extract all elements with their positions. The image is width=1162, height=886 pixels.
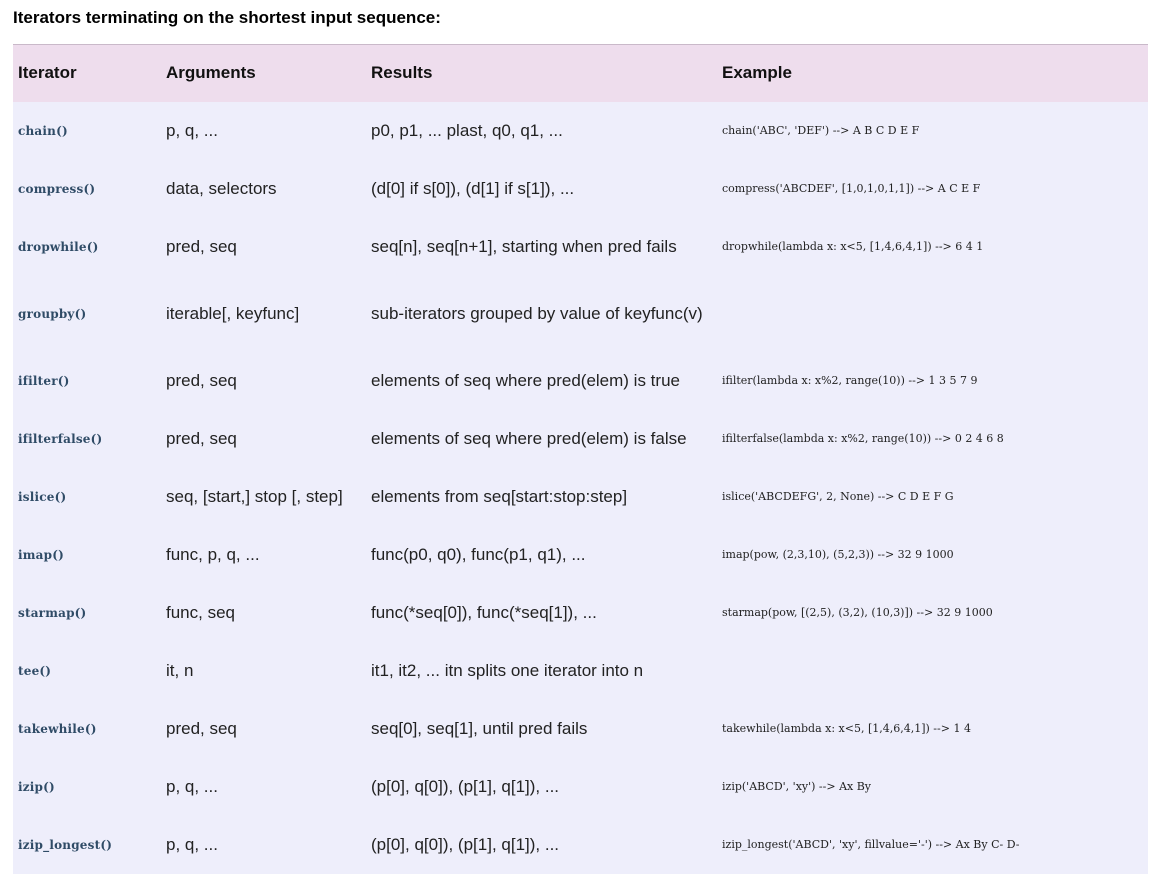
iterator-cell: takewhile() <box>18 721 97 736</box>
header-example: Example <box>717 44 1148 102</box>
results-cell: (d[0] if s[0]), (d[1] if s[1]), ... <box>371 178 575 198</box>
table-row: dropwhile() pred, seq seq[n], seq[n+1], … <box>13 218 1148 276</box>
header-row: Iterator Arguments Results Example <box>13 44 1148 102</box>
table-row: takewhile() pred, seq seq[0], seq[1], un… <box>13 700 1148 758</box>
example-cell: ifilter(lambda x: x%2, range(10)) --> 1 … <box>722 374 978 387</box>
iterator-cell: starmap() <box>18 605 87 620</box>
results-cell: it1, it2, ... itn splits one iterator in… <box>371 660 644 680</box>
iterator-cell: ifilterfalse() <box>18 431 103 446</box>
iterators-table: Iterator Arguments Results Example chain… <box>13 44 1148 874</box>
example-cell: izip_longest('ABCD', 'xy', fillvalue='-'… <box>722 838 1020 851</box>
arguments-cell: iterable[, keyfunc] <box>166 303 300 323</box>
iterator-cell: groupby() <box>18 306 87 321</box>
table-body: chain() p, q, ... p0, p1, ... plast, q0,… <box>13 102 1148 874</box>
arguments-cell: pred, seq <box>166 370 237 390</box>
results-cell: func(p0, q0), func(p1, q1), ... <box>371 544 586 564</box>
iterator-cell: izip() <box>18 779 55 794</box>
iterator-cell: chain() <box>18 123 68 138</box>
iterator-cell: tee() <box>18 663 52 678</box>
iterator-cell: izip_longest() <box>18 837 113 852</box>
arguments-cell: pred, seq <box>166 236 237 256</box>
iterator-cell: compress() <box>18 181 96 196</box>
table-row: chain() p, q, ... p0, p1, ... plast, q0,… <box>13 102 1148 160</box>
arguments-cell: pred, seq <box>166 428 237 448</box>
example-cell: islice('ABCDEFG', 2, None) --> C D E F G <box>722 490 954 503</box>
results-cell: func(*seq[0]), func(*seq[1]), ... <box>371 602 597 622</box>
example-cell <box>717 642 1148 700</box>
example-cell: imap(pow, (2,3,10), (5,2,3)) --> 32 9 10… <box>722 548 954 561</box>
arguments-cell: p, q, ... <box>166 120 218 140</box>
example-cell: ifilterfalse(lambda x: x%2, range(10)) -… <box>722 432 1004 445</box>
header-results: Results <box>366 44 717 102</box>
section-heading: Iterators terminating on the shortest in… <box>13 8 441 27</box>
table-row: groupby() iterable[, keyfunc] sub-iterat… <box>13 276 1148 352</box>
example-cell <box>717 276 1148 352</box>
results-cell: seq[n], seq[n+1], starting when pred fai… <box>371 236 677 256</box>
example-cell: dropwhile(lambda x: x<5, [1,4,6,4,1]) --… <box>722 240 984 253</box>
results-cell: elements from seq[start:stop:step] <box>371 486 628 506</box>
table-row: ifilter() pred, seq elements of seq wher… <box>13 352 1148 410</box>
arguments-cell: func, seq <box>166 602 235 622</box>
iterator-cell: imap() <box>18 547 64 562</box>
table-row: compress() data, selectors (d[0] if s[0]… <box>13 160 1148 218</box>
arguments-cell: pred, seq <box>166 718 237 738</box>
results-cell: seq[0], seq[1], until pred fails <box>371 718 588 738</box>
table-row: tee() it, n it1, it2, ... itn splits one… <box>13 642 1148 700</box>
arguments-cell: p, q, ... <box>166 834 218 854</box>
example-cell: takewhile(lambda x: x<5, [1,4,6,4,1]) --… <box>722 722 971 735</box>
table-header: Iterator Arguments Results Example <box>13 44 1148 102</box>
results-cell: p0, p1, ... plast, q0, q1, ... <box>371 120 563 140</box>
table-row: ifilterfalse() pred, seq elements of seq… <box>13 410 1148 468</box>
header-arguments: Arguments <box>161 44 366 102</box>
table-row: izip_longest() p, q, ... (p[0], q[0]), (… <box>13 816 1148 874</box>
results-cell: sub-iterators grouped by value of keyfun… <box>371 303 703 323</box>
table-row: islice() seq, [start,] stop [, step] ele… <box>13 468 1148 526</box>
arguments-cell: it, n <box>166 660 194 680</box>
table-row: izip() p, q, ... (p[0], q[0]), (p[1], q[… <box>13 758 1148 816</box>
header-iterator: Iterator <box>13 44 161 102</box>
example-cell: starmap(pow, [(2,5), (3,2), (10,3)]) -->… <box>722 606 993 619</box>
table-row: starmap() func, seq func(*seq[0]), func(… <box>13 584 1148 642</box>
arguments-cell: seq, [start,] stop [, step] <box>166 486 343 506</box>
results-cell: (p[0], q[0]), (p[1], q[1]), ... <box>371 834 560 854</box>
iterator-cell: islice() <box>18 489 67 504</box>
table-row: imap() func, p, q, ... func(p0, q0), fun… <box>13 526 1148 584</box>
example-cell: compress('ABCDEF', [1,0,1,0,1,1]) --> A … <box>722 182 981 195</box>
arguments-cell: p, q, ... <box>166 776 218 796</box>
arguments-cell: func, p, q, ... <box>166 544 260 564</box>
arguments-cell: data, selectors <box>166 178 277 198</box>
iterator-cell: dropwhile() <box>18 239 99 254</box>
results-cell: (p[0], q[0]), (p[1], q[1]), ... <box>371 776 560 796</box>
example-cell: izip('ABCD', 'xy') --> Ax By <box>722 780 872 793</box>
results-cell: elements of seq where pred(elem) is true <box>371 370 680 390</box>
results-cell: elements of seq where pred(elem) is fals… <box>371 428 687 448</box>
example-cell: chain('ABC', 'DEF') --> A B C D E F <box>722 124 920 137</box>
iterator-cell: ifilter() <box>18 373 70 388</box>
